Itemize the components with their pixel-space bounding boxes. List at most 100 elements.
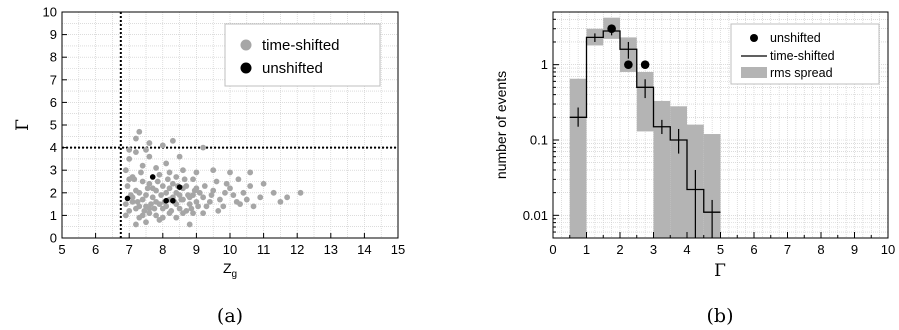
scatter-point-time-shifted (122, 167, 129, 174)
scatter-point-time-shifted (190, 192, 196, 198)
legend-label-time-shifted: time-shifted (262, 37, 340, 54)
scatter-point-time-shifted (126, 176, 133, 183)
y-tick-label-a: 4 (50, 140, 57, 155)
scatter-point-time-shifted (143, 192, 149, 198)
x-tick-label-b: 6 (750, 242, 757, 257)
x-tick-label-a: 7 (126, 242, 133, 257)
x-tick-label-b: 3 (650, 242, 657, 257)
scatter-point-time-shifted (173, 214, 180, 221)
x-axis-label-subscript: g (232, 269, 238, 280)
scatter-point-time-shifted (195, 203, 201, 210)
scatter-point-time-shifted (227, 185, 233, 192)
x-tick-label-a: 5 (58, 242, 65, 257)
scatter-point-time-shifted (223, 180, 230, 187)
scatter-point-time-shifted (136, 128, 143, 135)
scatter-point-time-shifted (169, 137, 176, 144)
scatter-point-time-shifted (166, 185, 173, 192)
scatter-point-time-shifted (203, 203, 210, 210)
scatter-point-time-shifted (143, 146, 149, 153)
legend-box-a (224, 23, 381, 87)
scatter-point-time-shifted (151, 205, 158, 212)
y-tick-label-a: 6 (50, 95, 57, 110)
scatter-point-time-shifted (133, 135, 139, 142)
legend-label-time-shifted: time-shifted (770, 49, 835, 63)
y-axis-label-a: Γ (13, 119, 33, 131)
rms-spread-bar (670, 106, 687, 239)
scatter-point-time-shifted (146, 153, 153, 160)
x-tick-label-b: 2 (616, 242, 623, 257)
y-tick-label-b: 0.1 (530, 132, 548, 147)
scatter-point-time-shifted (146, 205, 153, 212)
scatter-point-time-shifted (144, 185, 151, 192)
scatter-point-time-shifted (210, 187, 217, 194)
scatter-point-time-shifted (163, 203, 170, 210)
y-tick-label-a: 7 (50, 72, 57, 87)
scatter-point-time-shifted (139, 178, 146, 185)
scatter-point-time-shifted (220, 203, 227, 210)
scatter-point-time-shifted (260, 180, 267, 187)
scatter-point-time-shifted (222, 189, 228, 196)
y-tick-label-a: 2 (50, 185, 57, 200)
x-tick-label-a: 13 (324, 242, 338, 257)
panel-label-a: (a) (217, 305, 243, 327)
scatter-point-time-shifted (247, 183, 254, 189)
scatter-point-time-shifted (159, 214, 166, 221)
scatter-point-time-shifted (136, 189, 143, 196)
y-tick-label-a: 10 (43, 5, 57, 20)
scatter-point-time-shifted (188, 205, 195, 212)
legend-marker-unshifted (240, 62, 252, 74)
scatter-point-time-shifted (131, 176, 138, 183)
legend-marker-unshifted (750, 34, 758, 42)
scatter-point-time-shifted (122, 212, 129, 219)
rms-spread-bar (653, 100, 671, 238)
scatter-point-time-shifted (183, 183, 190, 189)
rms-spread-bar (569, 78, 587, 238)
scatter-point-time-shifted (193, 198, 200, 205)
x-tick-label-b: 4 (683, 242, 690, 257)
scatter-point-time-shifted (153, 165, 159, 171)
scatter-point-time-shifted (159, 142, 166, 149)
scatter-point-time-shifted (154, 178, 161, 185)
scatter-point-time-shifted (186, 221, 193, 228)
scatter-point-time-shifted (180, 210, 186, 217)
scatter-point-time-shifted (190, 210, 196, 217)
scatter-point-time-shifted (181, 176, 188, 183)
legend-label-unshifted: unshifted (770, 31, 821, 45)
scatter-point-time-shifted (134, 198, 141, 205)
x-tick-label-b: 7 (784, 242, 791, 257)
x-tick-label-a: 12 (290, 242, 304, 257)
scatter-point-time-shifted (176, 153, 183, 160)
scatter-point-time-shifted (284, 194, 291, 201)
scatter-point-time-shifted (169, 180, 176, 187)
scatter-point-time-shifted (163, 160, 170, 167)
scatter-point-time-shifted (141, 207, 148, 214)
scatter-point-time-shifted (200, 194, 207, 201)
scatter-point-unshifted (176, 184, 183, 190)
scatter-point-time-shifted (176, 205, 183, 212)
x-tick-label-a: 14 (357, 242, 371, 257)
scatter-point-time-shifted (196, 189, 203, 196)
scatter-point-time-shifted (133, 221, 139, 228)
scatter-point-time-shifted (166, 210, 173, 217)
legend-marker-time-shifted (240, 39, 252, 51)
scatter-point-time-shifted (190, 176, 196, 183)
scatter-point-time-shifted (148, 201, 154, 208)
legend-label-unshifted: unshifted (262, 60, 323, 77)
scatter-point-time-shifted (126, 146, 133, 153)
scatter-point-time-shifted (173, 174, 180, 180)
scatter-point-time-shifted (166, 169, 173, 176)
scatter-point-time-shifted (193, 169, 200, 176)
scatter-point-time-shifted (217, 196, 223, 203)
scatter-point-time-shifted (185, 192, 191, 198)
y-tick-label-a: 1 (50, 208, 57, 223)
scatter-point-time-shifted (240, 189, 247, 196)
scatter-point-time-shifted (133, 205, 139, 212)
unshifted-point (624, 60, 633, 69)
y-tick-label-a: 5 (50, 118, 57, 133)
scatter-point-time-shifted (156, 201, 163, 208)
x-tick-label-b: 0 (549, 242, 556, 257)
x-axis-label-b: Γ (714, 261, 726, 281)
x-tick-label-b: 5 (717, 242, 724, 257)
scatter-point-time-shifted (186, 201, 193, 208)
y-tick-label-a: 3 (50, 163, 57, 178)
